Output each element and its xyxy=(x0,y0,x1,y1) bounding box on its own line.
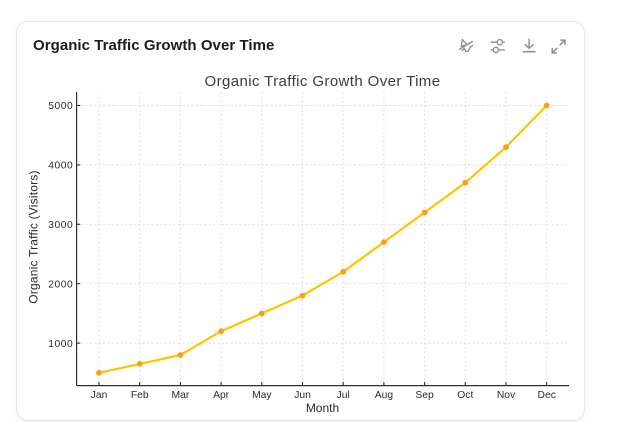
svg-text:2000: 2000 xyxy=(48,279,73,290)
svg-text:Oct: Oct xyxy=(457,390,473,401)
svg-text:1000: 1000 xyxy=(48,339,73,350)
svg-text:Apr: Apr xyxy=(213,390,230,401)
svg-text:Organic Traffic Growth Over Ti: Organic Traffic Growth Over Time xyxy=(205,73,441,90)
svg-text:4000: 4000 xyxy=(48,161,73,172)
svg-text:Nov: Nov xyxy=(497,390,516,401)
svg-text:Mar: Mar xyxy=(172,390,190,401)
svg-text:Aug: Aug xyxy=(375,390,394,401)
svg-text:Jul: Jul xyxy=(337,390,350,401)
svg-text:3000: 3000 xyxy=(48,220,73,231)
svg-text:Jan: Jan xyxy=(91,390,108,401)
svg-text:Organic Traffic (Visitors): Organic Traffic (Visitors) xyxy=(27,170,41,303)
svg-text:5000: 5000 xyxy=(48,101,73,112)
svg-text:Jun: Jun xyxy=(294,390,311,401)
svg-text:Sep: Sep xyxy=(415,390,434,401)
svg-text:Month: Month xyxy=(306,401,339,415)
svg-text:Feb: Feb xyxy=(131,390,149,401)
svg-text:Dec: Dec xyxy=(538,390,556,401)
svg-text:May: May xyxy=(252,390,272,401)
